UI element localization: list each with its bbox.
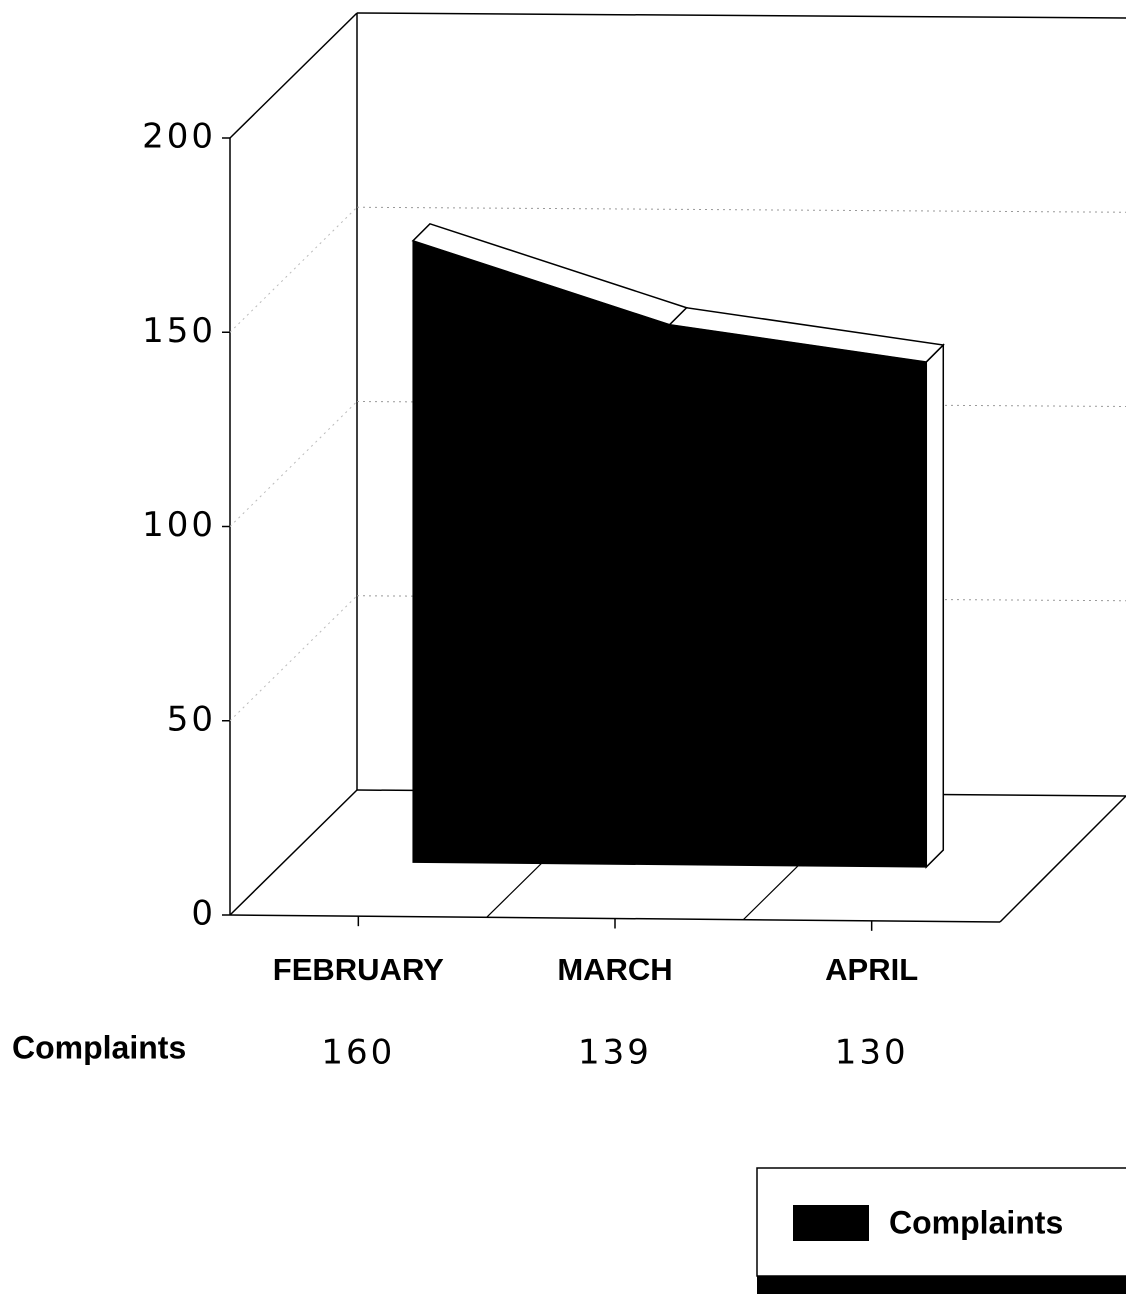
grid-line xyxy=(229,206,358,333)
grid-line xyxy=(229,401,358,527)
x-tick-label: FEBRUARY xyxy=(273,952,444,987)
x-tick-label: MARCH xyxy=(557,952,672,987)
area-side xyxy=(925,343,945,869)
x-tick-label: APRIL xyxy=(825,952,918,987)
table-value: 139 xyxy=(578,1033,652,1073)
area xyxy=(412,240,927,868)
y-tick-label: 50 xyxy=(167,699,216,739)
legend-label: Complaints xyxy=(889,1204,1063,1240)
table-value: 160 xyxy=(321,1033,395,1073)
grid-line xyxy=(356,206,1126,213)
y-tick-label: 100 xyxy=(142,505,216,545)
table-value: 130 xyxy=(835,1033,909,1073)
floor-left xyxy=(229,789,358,916)
y-tick-label: 200 xyxy=(142,117,216,157)
side-wall-top xyxy=(229,12,358,139)
grid-line xyxy=(229,595,358,722)
y-tick-label: 0 xyxy=(191,894,216,934)
legend-shadow xyxy=(757,1276,1126,1294)
legend-swatch xyxy=(793,1205,869,1241)
back-wall-top xyxy=(356,12,1126,19)
y-tick-label: 150 xyxy=(142,311,216,351)
table-row-label: Complaints xyxy=(12,1029,186,1065)
floor-right xyxy=(999,795,1126,923)
